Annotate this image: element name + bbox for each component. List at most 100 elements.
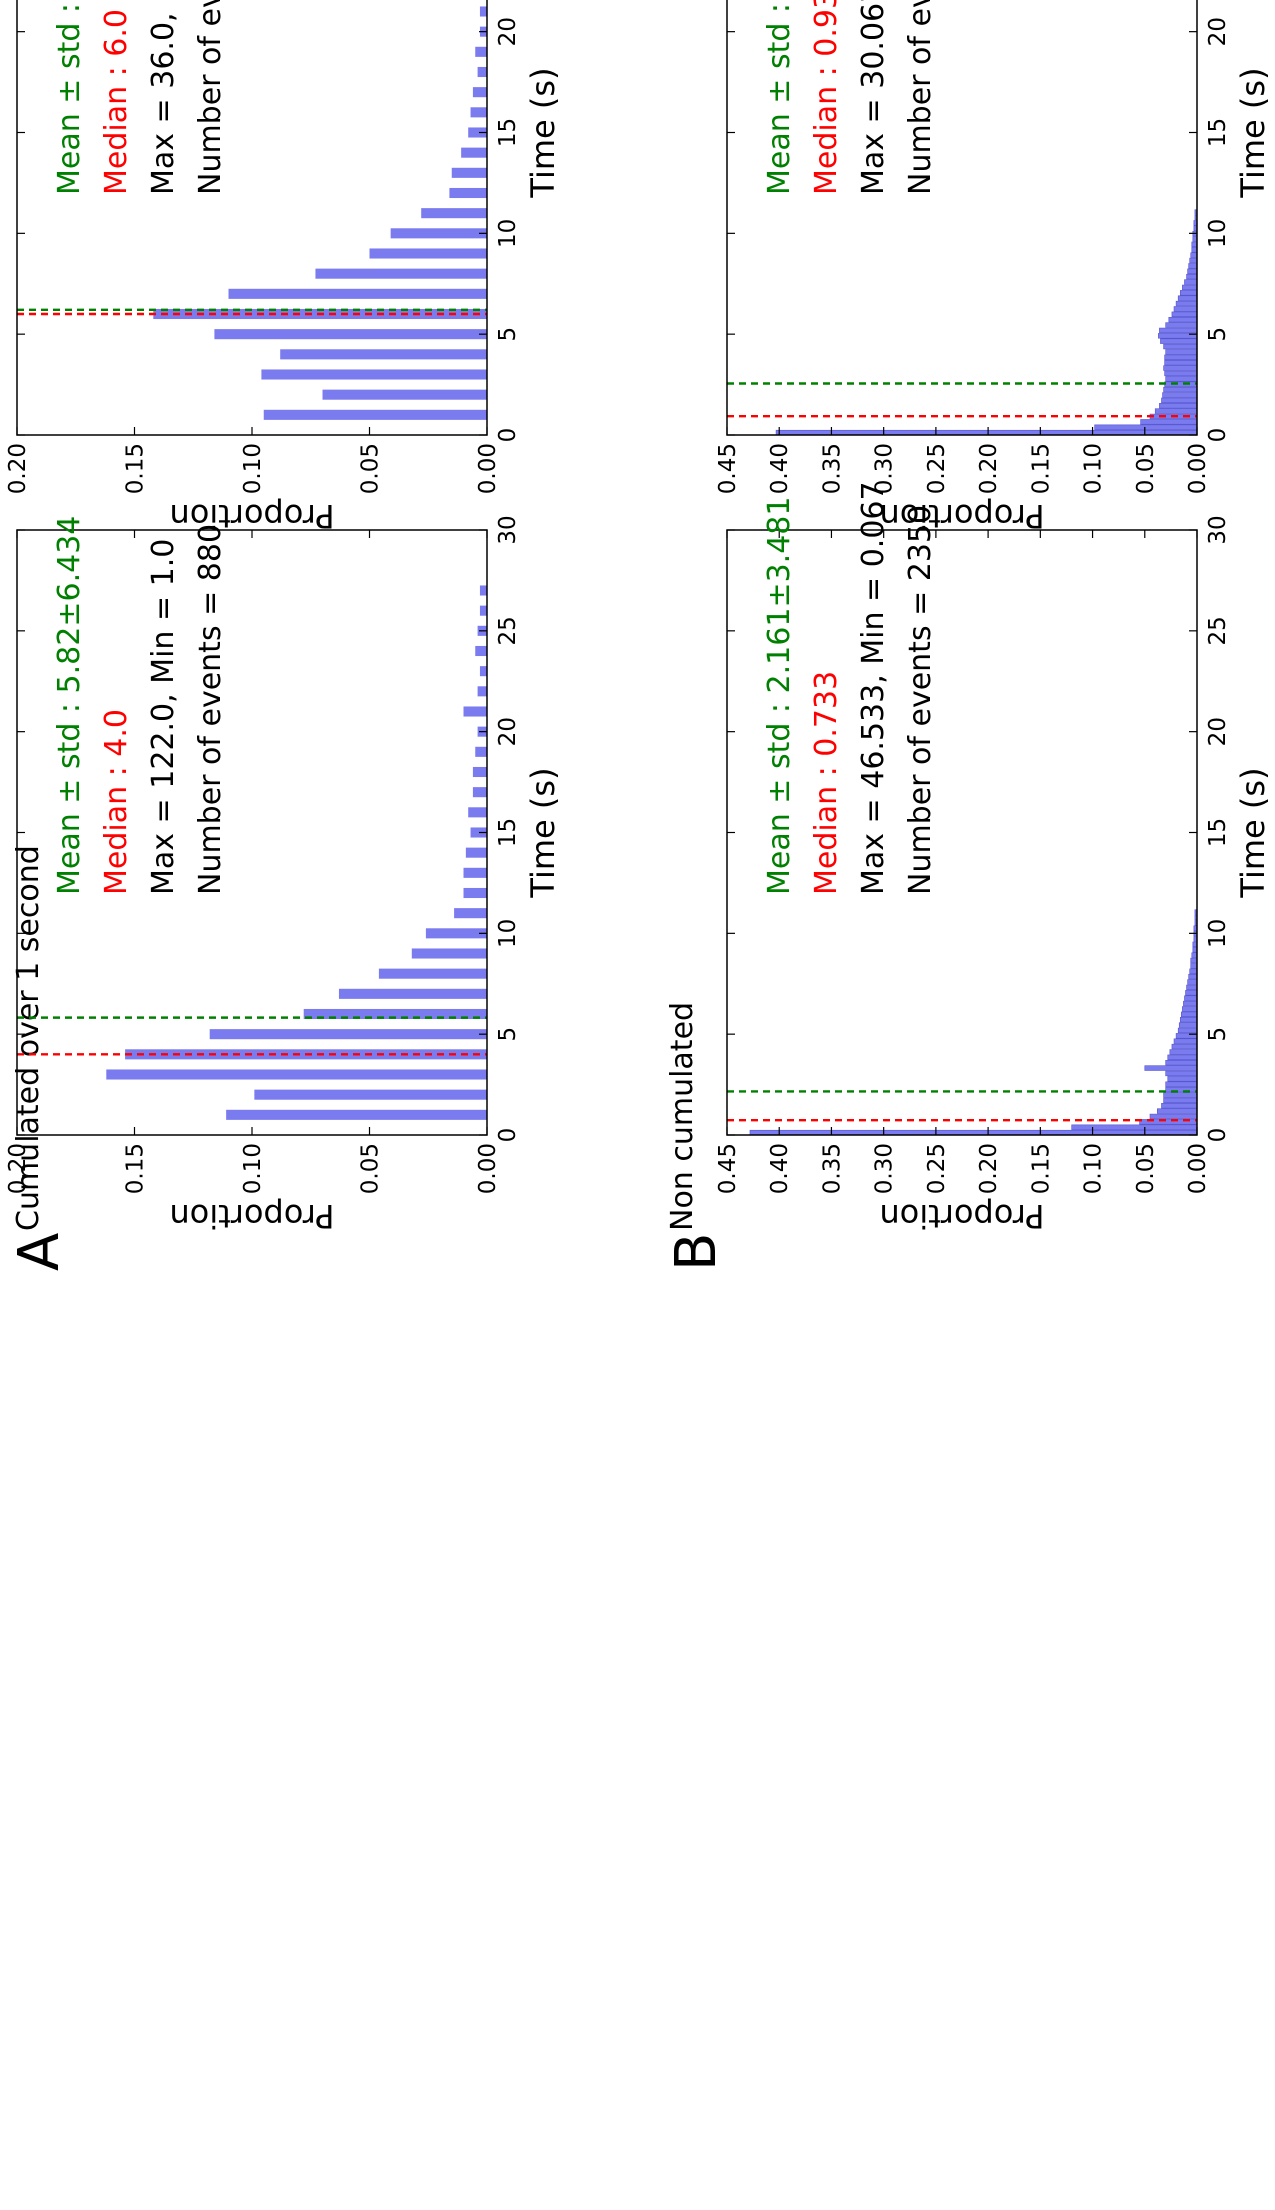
histogram-bar (1154, 408, 1198, 414)
y-tick-label: 0.35 (819, 1143, 845, 1194)
y-axis-label: Proportion (879, 1197, 1044, 1235)
y-tick-label: 0.30 (872, 443, 898, 494)
histogram-bar (280, 349, 488, 360)
histogram-bar (477, 66, 488, 78)
histogram-bar (411, 948, 487, 959)
histogram-bar (479, 666, 488, 677)
histogram-bar (1144, 1065, 1198, 1071)
histogram-bar (1189, 257, 1198, 264)
x-tick-label: 20 (1205, 717, 1231, 746)
x-tick-label: 20 (495, 17, 521, 46)
histogram-bar (1140, 419, 1198, 425)
histogram-bar (1165, 1086, 1198, 1093)
stat-median: Median : 0.733 (809, 671, 844, 895)
y-tick-label: 0.30 (872, 1143, 898, 1194)
stat-max-min: Max = 46.533, Min = 0.067 (856, 481, 891, 895)
y-tick-label: 0.00 (475, 443, 501, 494)
x-tick-label: 10 (1205, 919, 1231, 948)
x-tick-label: 20 (495, 717, 521, 746)
histogram-bar (1164, 370, 1198, 377)
histogram-bar (1185, 990, 1198, 996)
x-tick-label: 15 (1205, 118, 1231, 147)
stat-mean-std: Mean ± std : 5.82±6.434 (52, 516, 87, 895)
panel-letter-b: B (664, 1233, 729, 1271)
x-tick-label: 30 (495, 515, 521, 544)
histogram-bar (472, 766, 487, 778)
stat-mean-std: Mean ± std : 2.554±3.305 (762, 0, 797, 195)
y-tick-label: 0.20 (976, 1143, 1002, 1194)
histogram-bar (1177, 1027, 1198, 1034)
chart-panel-1: Cylinder 10510152025300.000.050.100.150.… (5, 515, 562, 1235)
y-tick-label: 0.10 (1081, 443, 1107, 494)
y-tick-label: 0.15 (1028, 443, 1054, 494)
x-tick-label: 10 (495, 219, 521, 248)
histogram-bar (463, 706, 487, 717)
histogram-bar (463, 887, 487, 899)
stat-events: Number of events = 4390 (903, 0, 938, 195)
histogram-bar (1179, 290, 1198, 296)
histogram-bar (475, 46, 487, 57)
y-tick-label: 0.00 (475, 1143, 501, 1194)
histogram-bar (468, 127, 488, 138)
histogram-bar (1178, 1022, 1198, 1028)
histogram-bar (479, 605, 488, 616)
histogram-bar (1149, 1113, 1198, 1120)
stat-mean-std: Mean ± std : 6.21±4.08 (52, 0, 87, 195)
y-tick-label: 0.00 (1185, 1143, 1211, 1194)
x-tick-label: 0 (1205, 1128, 1231, 1143)
histogram-bar (1165, 376, 1198, 382)
y-tick-label: 0.35 (819, 443, 845, 494)
histogram-bar (228, 288, 487, 299)
y-tick-label: 0.05 (1133, 1143, 1159, 1194)
stat-mean-std: Mean ± std : 2.161±3.481 (762, 497, 797, 895)
plot-frame (726, 0, 1198, 436)
y-tick-label: 0.15 (123, 1143, 149, 1194)
histogram-bar (1191, 952, 1198, 958)
plot-frame (16, 529, 488, 1136)
histogram-bar (1163, 343, 1198, 350)
histogram-bar (1165, 349, 1198, 355)
y-tick-label: 0.20 (5, 443, 31, 494)
plot-frame (726, 529, 1198, 1136)
histogram-bar (463, 867, 487, 878)
histogram-bar (1168, 316, 1198, 323)
y-axis-label: Proportion (169, 497, 334, 535)
histogram-bar (263, 409, 487, 420)
y-tick-label: 0.05 (358, 1143, 384, 1194)
histogram-bar (1190, 957, 1198, 964)
histogram-bar (1167, 1054, 1198, 1061)
y-tick-label: 0.05 (358, 443, 384, 494)
y-tick-label: 0.20 (5, 1143, 31, 1194)
x-tick-label: 0 (495, 428, 521, 443)
histogram-bar (1179, 1016, 1198, 1023)
chart-panel-2: Outside0510152025300.000.050.100.150.20T… (5, 0, 562, 535)
x-axis-label: Time (s) (524, 67, 562, 198)
x-tick-label: 10 (1205, 219, 1231, 248)
y-tick-label: 0.10 (1081, 1143, 1107, 1194)
histogram-bar (1188, 263, 1198, 269)
histogram-bar (1169, 1049, 1198, 1055)
histogram-bar (1173, 306, 1198, 312)
histogram-bar (1188, 973, 1198, 980)
histogram-bar (1187, 268, 1198, 274)
histogram-bar (1165, 1060, 1198, 1066)
stat-events: Number of events = 1817 (193, 0, 228, 195)
y-tick-label: 0.15 (1028, 1143, 1054, 1194)
histogram-bar (475, 746, 487, 757)
y-tick-label: 0.45 (715, 443, 741, 494)
histogram-bar (425, 928, 487, 939)
x-tick-label: 0 (495, 1128, 521, 1143)
histogram-bar (475, 645, 487, 657)
histogram-bar (1191, 241, 1198, 248)
histogram-bar (1162, 392, 1198, 398)
x-axis-label: Time (s) (1234, 67, 1272, 198)
histogram-bar (1161, 397, 1198, 404)
stat-median: Median : 6.0 (99, 9, 134, 195)
histogram-bar (1165, 1070, 1198, 1077)
stat-max-min: Max = 122.0, Min = 1.0 (146, 539, 181, 895)
histogram-bar (254, 1089, 487, 1100)
stat-median: Median : 0.933 (809, 0, 844, 195)
y-tick-label: 0.25 (924, 443, 950, 494)
stat-median: Median : 4.0 (99, 709, 134, 895)
histogram-bar (1171, 1043, 1198, 1050)
